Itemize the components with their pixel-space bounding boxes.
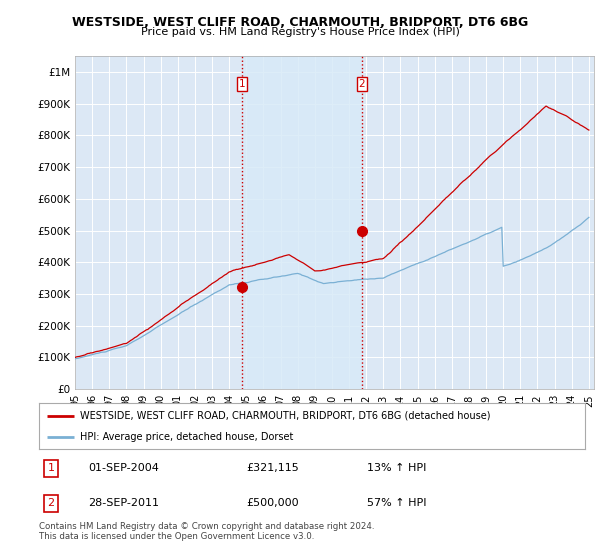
Text: HPI: Average price, detached house, Dorset: HPI: Average price, detached house, Dors…: [80, 432, 293, 442]
Text: WESTSIDE, WEST CLIFF ROAD, CHARMOUTH, BRIDPORT, DT6 6BG: WESTSIDE, WEST CLIFF ROAD, CHARMOUTH, BR…: [72, 16, 528, 29]
Text: Price paid vs. HM Land Registry's House Price Index (HPI): Price paid vs. HM Land Registry's House …: [140, 27, 460, 37]
Text: £500,000: £500,000: [247, 498, 299, 508]
Text: 2: 2: [359, 80, 365, 90]
Text: Contains HM Land Registry data © Crown copyright and database right 2024.
This d: Contains HM Land Registry data © Crown c…: [39, 522, 374, 542]
Text: 1: 1: [239, 80, 245, 90]
Text: 13% ↑ HPI: 13% ↑ HPI: [367, 464, 426, 473]
Text: 28-SEP-2011: 28-SEP-2011: [88, 498, 159, 508]
Text: 1: 1: [47, 464, 55, 473]
Text: 2: 2: [47, 498, 55, 508]
Text: WESTSIDE, WEST CLIFF ROAD, CHARMOUTH, BRIDPORT, DT6 6BG (detached house): WESTSIDE, WEST CLIFF ROAD, CHARMOUTH, BR…: [80, 410, 490, 421]
Text: 57% ↑ HPI: 57% ↑ HPI: [367, 498, 426, 508]
Text: 01-SEP-2004: 01-SEP-2004: [88, 464, 159, 473]
Text: £321,115: £321,115: [247, 464, 299, 473]
Bar: [242, 56, 362, 389]
